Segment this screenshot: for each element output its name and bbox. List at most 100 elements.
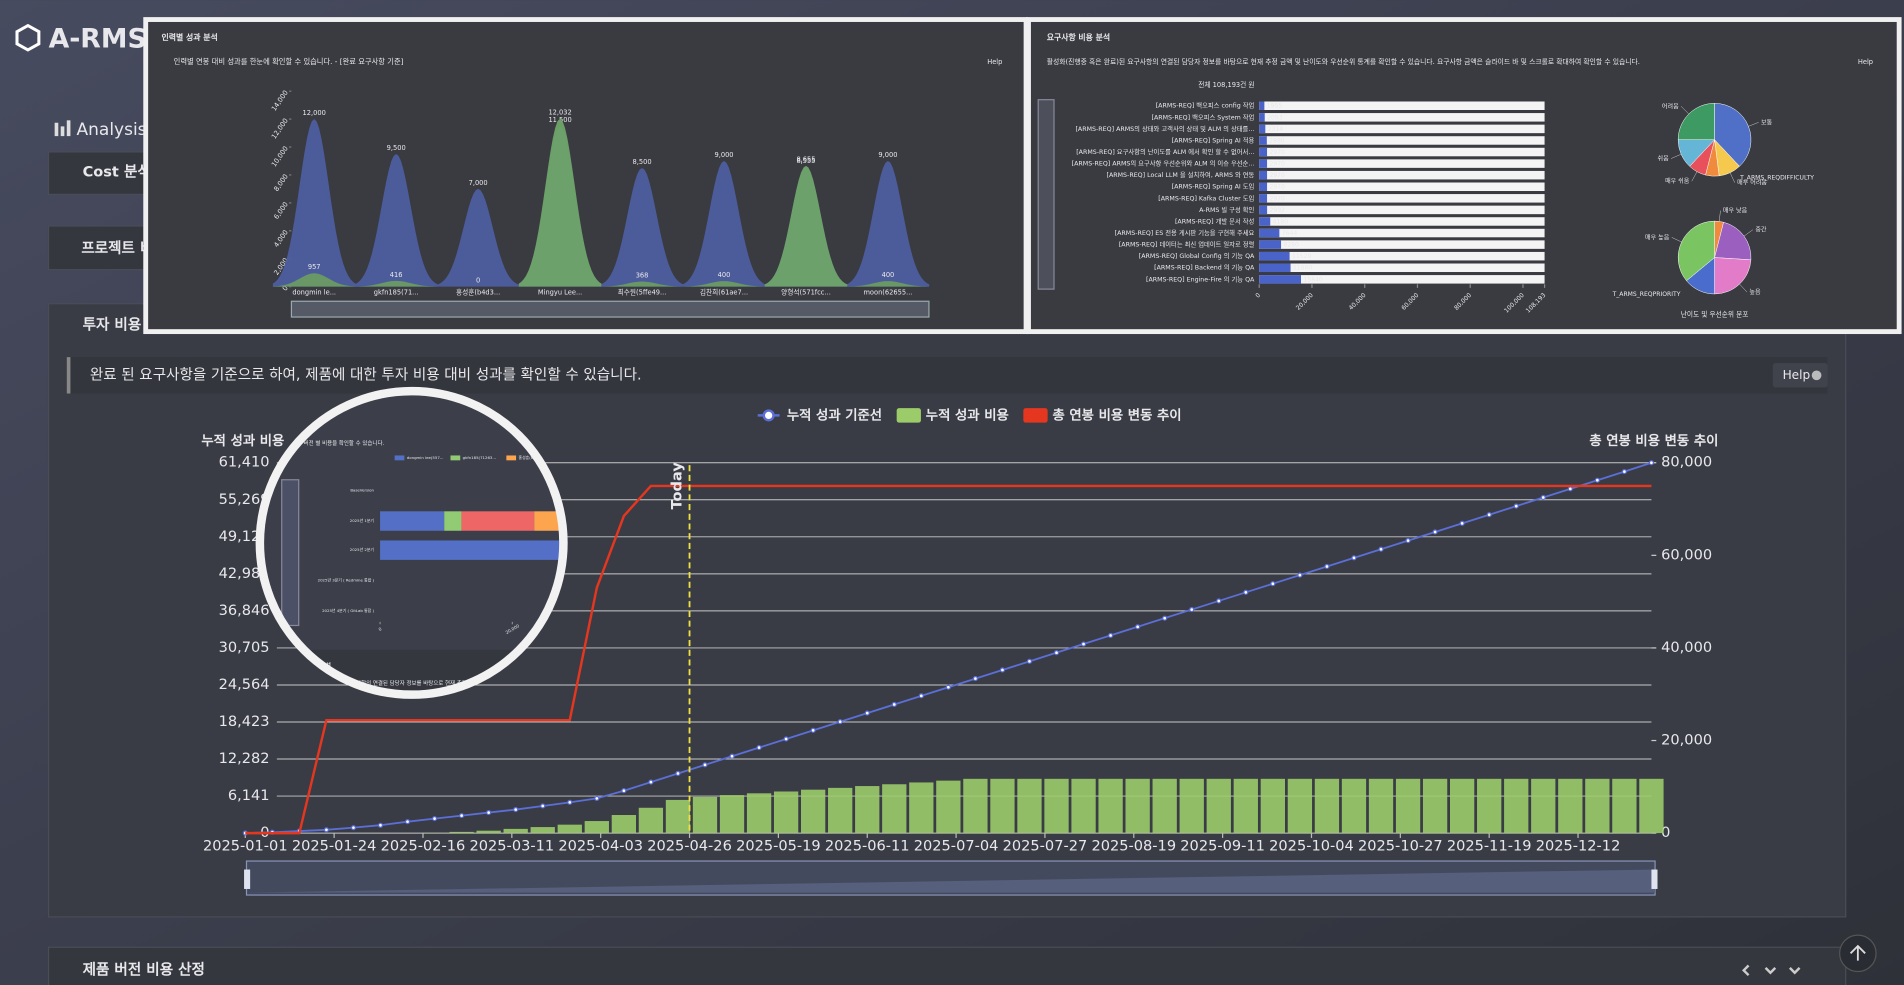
bar [990, 778, 1015, 834]
point [702, 762, 708, 768]
bell [682, 161, 766, 287]
popup-slider[interactable] [290, 300, 930, 318]
bar-track [1259, 194, 1545, 203]
x-tick-label: 2025-04-03 [558, 837, 643, 854]
bar [1152, 778, 1177, 834]
bar [773, 791, 799, 834]
bar [1612, 778, 1637, 834]
popup-title: 요구사항 비용 분석 [1047, 32, 1110, 42]
description: 완료 된 요구사항을 기준으로 하여, 제품에 대한 투자 비용 대비 성과를 … [90, 366, 642, 383]
value-label: 7,000 [469, 179, 488, 187]
x-tick-label: 0 [378, 626, 384, 633]
value-label: 2970 [1269, 172, 1285, 179]
bar-track [1259, 217, 1545, 226]
point [1648, 460, 1654, 466]
y-tick-label: 2025년 2분기 [350, 547, 375, 552]
bell [846, 161, 930, 287]
point [1189, 607, 1195, 613]
bell [764, 165, 848, 287]
point [810, 727, 816, 733]
x-tick-label: 2025-07-27 [1003, 837, 1088, 854]
bar [611, 815, 637, 834]
x-tick-label: 2025-02-16 [381, 837, 466, 854]
y-tick-label: 0 [281, 284, 290, 292]
bar [1422, 778, 1448, 834]
y-tick-label: BaseVersion [350, 488, 374, 493]
x-tick-label: 2025-07-04 [914, 837, 999, 854]
y2-tick-label: 20,000 [1661, 732, 1712, 749]
y-tick-label: 24,564 [219, 676, 270, 693]
point [459, 813, 465, 819]
legend-label: gkfn185(71263... [463, 455, 496, 460]
legend-label: 홍성훈(b4d3... [519, 455, 545, 460]
x-tick-label: 2025-03-11 [470, 837, 555, 854]
bar [936, 780, 961, 834]
x-tick-label: 최수원(5ffe49... [618, 288, 667, 297]
today-label: Today [668, 462, 685, 510]
x-tick-label: gkfn185(71... [374, 289, 419, 297]
point [999, 667, 1005, 673]
bar [1287, 778, 1313, 834]
bell [682, 281, 766, 287]
bar [1259, 101, 1265, 110]
bar [1504, 778, 1529, 834]
x-tick-label: 2025-09-11 [1180, 837, 1265, 854]
bar [1071, 778, 1096, 834]
bar [665, 799, 691, 834]
magnifier: 버전 별 비용을 확인할 수 있습니다. 용 분석 요구사항의 연결된 담당자 … [255, 386, 568, 699]
value-label: 2093 [1267, 114, 1283, 121]
bar-track [1259, 263, 1545, 273]
point [1540, 494, 1546, 501]
leader [1691, 171, 1698, 182]
point [864, 710, 870, 716]
bar [1531, 778, 1556, 834]
zoom-slider[interactable] [244, 860, 1658, 896]
point [837, 719, 843, 725]
y-tick-label: 12,282 [219, 750, 270, 767]
legend-label: 누적 성과 비용 [926, 406, 1009, 423]
point [1486, 512, 1492, 518]
value-label: 7644 [1282, 230, 1298, 237]
bell [846, 281, 930, 287]
value-label: 2970 [1269, 184, 1285, 191]
point [1108, 632, 1114, 639]
leader [1743, 229, 1754, 237]
x-tick-label: 2025-06-11 [825, 837, 910, 854]
help-text: Help [987, 58, 1002, 66]
bar [1259, 159, 1268, 168]
value-label: 416 [390, 271, 403, 279]
main-chart: 누적 성과 비용 총 연봉 비용 변동 추이06,14112,28218,4232… [201, 406, 1718, 854]
bar-track [1259, 205, 1545, 215]
value-label: 12,032 [548, 109, 571, 117]
bell [272, 119, 356, 287]
y-tick-label: [ARMS-REQ] 백오피스 config 작업 [1156, 101, 1255, 110]
bar [1259, 251, 1290, 261]
bar [1044, 778, 1069, 834]
panel-controls[interactable] [1741, 964, 1801, 977]
y2-tick-label: 60,000 [1661, 546, 1712, 563]
bar [828, 787, 853, 834]
point [675, 770, 681, 777]
bar [909, 782, 934, 834]
y2-tick-label: 0 [1661, 824, 1670, 841]
bar [1233, 778, 1258, 834]
value-label: 2970 [1269, 161, 1285, 168]
bell [600, 167, 684, 287]
help-text: Help [1783, 368, 1811, 382]
bar [1259, 240, 1282, 249]
logo: A-RMS [15, 24, 147, 55]
y-tick-label: [ARMS-REQ] Engine-Fire 의 기능 QA [1146, 274, 1255, 283]
point [540, 803, 546, 809]
point [648, 779, 654, 785]
bar [1259, 263, 1291, 273]
point [1378, 546, 1384, 552]
value-label: 8280 [1283, 242, 1299, 249]
point [1216, 598, 1222, 604]
point [1513, 503, 1519, 509]
help-button[interactable] [1772, 363, 1828, 388]
popup-description: 활성화(진행중 혹은 완료)된 요구사항의 연결된 담당자 정보를 바탕으로 현… [1047, 57, 1640, 66]
x-tick-label: 2025-10-27 [1358, 837, 1443, 854]
popup-vslider[interactable] [1037, 99, 1055, 290]
pie-label: 중간 [1755, 226, 1767, 234]
bar [584, 821, 609, 834]
